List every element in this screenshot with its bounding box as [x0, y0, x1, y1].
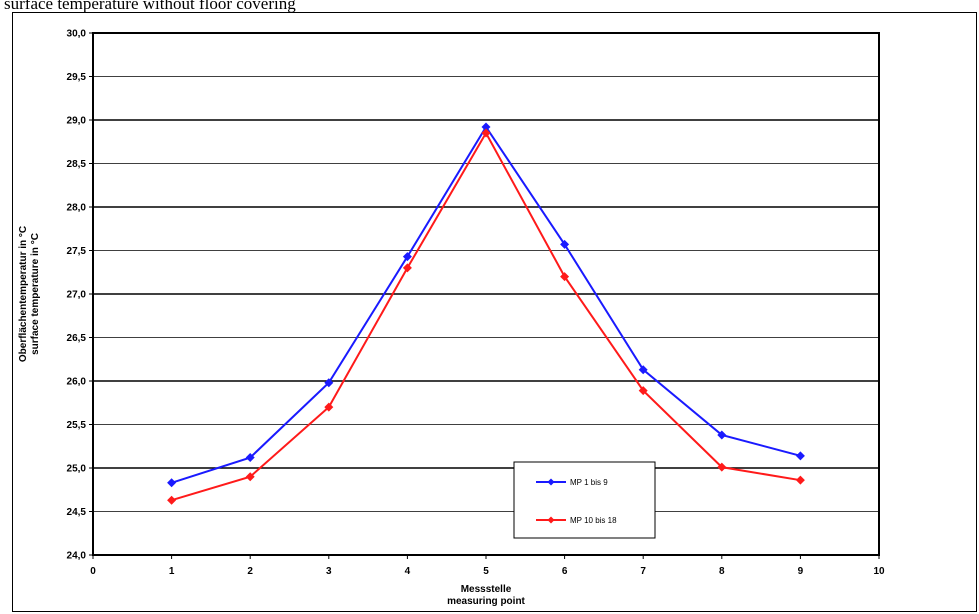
- figure-caption: surface temperature without floor coveri…: [4, 0, 296, 13]
- y-tick-label: 28,5: [67, 159, 87, 170]
- x-tick-label: 7: [640, 566, 646, 577]
- legend-box: [513, 461, 656, 539]
- x-tick-labels: 0 1 2 3 4 5 6 7 8 9 10: [90, 566, 885, 577]
- x-tick-label: 10: [873, 566, 885, 577]
- data-point: [167, 478, 177, 488]
- series-1: [167, 122, 805, 488]
- y-tick-label: 29,0: [67, 116, 87, 127]
- data-point: [560, 239, 570, 249]
- plot-area-border: [92, 32, 880, 556]
- legend-item-2: MP 10 bis 18: [536, 516, 617, 525]
- y-tick-label: 25,5: [67, 420, 87, 431]
- data-point: [795, 475, 805, 485]
- x-tick-label: 1: [169, 566, 175, 577]
- series-line: [171, 125, 801, 484]
- legend-item-1: MP 1 bis 9: [536, 478, 608, 487]
- x-tick-label: 0: [90, 566, 96, 577]
- x-tick-label: 8: [719, 566, 725, 577]
- y-tick-label: 25,0: [67, 464, 87, 475]
- data-point: [717, 430, 727, 440]
- data-point: [638, 386, 648, 396]
- data-point: [324, 378, 334, 388]
- y-tick-labels: 24,0 24,5 25,0 25,5 26,0 26,5 27,0 27,5 28,0 28,5…: [67, 29, 87, 562]
- y-tick-label: 26,0: [67, 377, 87, 388]
- x-tick-label: 3: [326, 566, 332, 577]
- data-point: [481, 128, 491, 138]
- y-axis-label-en: surface temperature in °C: [30, 233, 41, 355]
- data-point: [245, 472, 255, 482]
- data-point: [560, 272, 570, 282]
- x-tick-label: 2: [247, 566, 253, 577]
- grid-lines: [89, 32, 880, 559]
- data-point: [402, 252, 412, 262]
- legend-swatch-marker: [547, 478, 555, 486]
- x-axis-label-en: measuring point: [447, 596, 525, 607]
- data-point: [795, 451, 805, 461]
- y-tick-label: 24,5: [67, 507, 87, 518]
- y-tick-label: 28,0: [67, 203, 87, 214]
- data-point: [245, 453, 255, 463]
- data-point: [481, 122, 491, 132]
- y-tick-label: 27,0: [67, 290, 87, 301]
- legend-swatch-marker: [547, 516, 555, 524]
- x-tick-label: 5: [483, 566, 489, 577]
- data-point: [324, 402, 334, 412]
- y-tick-label: 30,0: [67, 29, 87, 40]
- data-point: [638, 365, 648, 375]
- series-2: [167, 128, 805, 505]
- series-line: [171, 131, 801, 502]
- chart-frame: [12, 12, 977, 612]
- legend-label: MP 1 bis 9: [570, 478, 608, 487]
- series-lines: [167, 122, 805, 505]
- y-tick-label: 29,5: [67, 72, 87, 83]
- x-tick-label: 9: [798, 566, 804, 577]
- y-tick-label: 26,5: [67, 333, 87, 344]
- y-tick-label: 24,0: [67, 551, 87, 562]
- data-point: [167, 495, 177, 505]
- x-tick-label: 4: [405, 566, 411, 577]
- chart-legend: MP 1 bis 9 MP 10 bis 18: [513, 461, 656, 539]
- y-tick-label: 27,5: [67, 246, 87, 257]
- x-axis-label-de: Messstelle: [461, 584, 512, 595]
- y-axis-label-de: Oberflächentemperatur in °C: [18, 226, 29, 362]
- legend-label: MP 10 bis 18: [570, 516, 617, 525]
- data-point: [402, 263, 412, 273]
- x-tick-label: 6: [562, 566, 568, 577]
- data-point: [717, 462, 727, 472]
